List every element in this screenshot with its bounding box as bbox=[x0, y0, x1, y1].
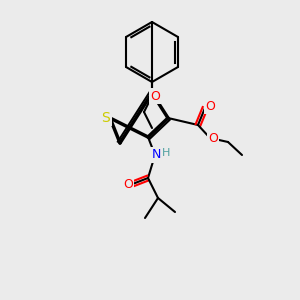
Text: H: H bbox=[162, 148, 170, 158]
Text: O: O bbox=[208, 131, 218, 145]
Text: N: N bbox=[151, 148, 161, 161]
Text: S: S bbox=[102, 111, 110, 125]
Text: O: O bbox=[123, 178, 133, 190]
Text: O: O bbox=[150, 89, 160, 103]
Text: O: O bbox=[205, 100, 215, 112]
